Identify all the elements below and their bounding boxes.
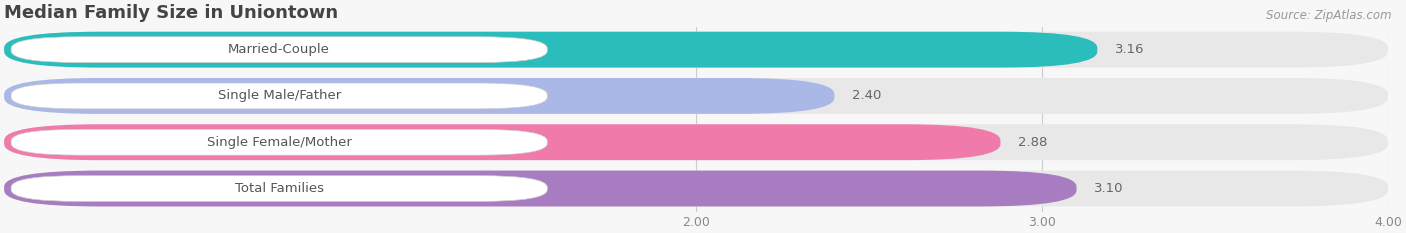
FancyBboxPatch shape — [4, 78, 834, 114]
Text: 3.16: 3.16 — [1115, 43, 1144, 56]
FancyBboxPatch shape — [11, 37, 547, 63]
Text: Source: ZipAtlas.com: Source: ZipAtlas.com — [1267, 9, 1392, 22]
Text: 2.40: 2.40 — [852, 89, 882, 103]
Text: 2.88: 2.88 — [1018, 136, 1047, 149]
FancyBboxPatch shape — [4, 32, 1388, 68]
Text: Married-Couple: Married-Couple — [228, 43, 330, 56]
Text: Single Female/Mother: Single Female/Mother — [207, 136, 352, 149]
FancyBboxPatch shape — [4, 171, 1077, 206]
FancyBboxPatch shape — [11, 129, 547, 155]
FancyBboxPatch shape — [4, 171, 1388, 206]
Text: Single Male/Father: Single Male/Father — [218, 89, 340, 103]
FancyBboxPatch shape — [11, 83, 547, 109]
FancyBboxPatch shape — [11, 176, 547, 202]
FancyBboxPatch shape — [4, 78, 1388, 114]
Text: Total Families: Total Families — [235, 182, 323, 195]
Text: 3.10: 3.10 — [1094, 182, 1123, 195]
FancyBboxPatch shape — [4, 32, 1097, 68]
FancyBboxPatch shape — [4, 124, 1001, 160]
FancyBboxPatch shape — [4, 124, 1388, 160]
Text: Median Family Size in Uniontown: Median Family Size in Uniontown — [4, 4, 339, 22]
